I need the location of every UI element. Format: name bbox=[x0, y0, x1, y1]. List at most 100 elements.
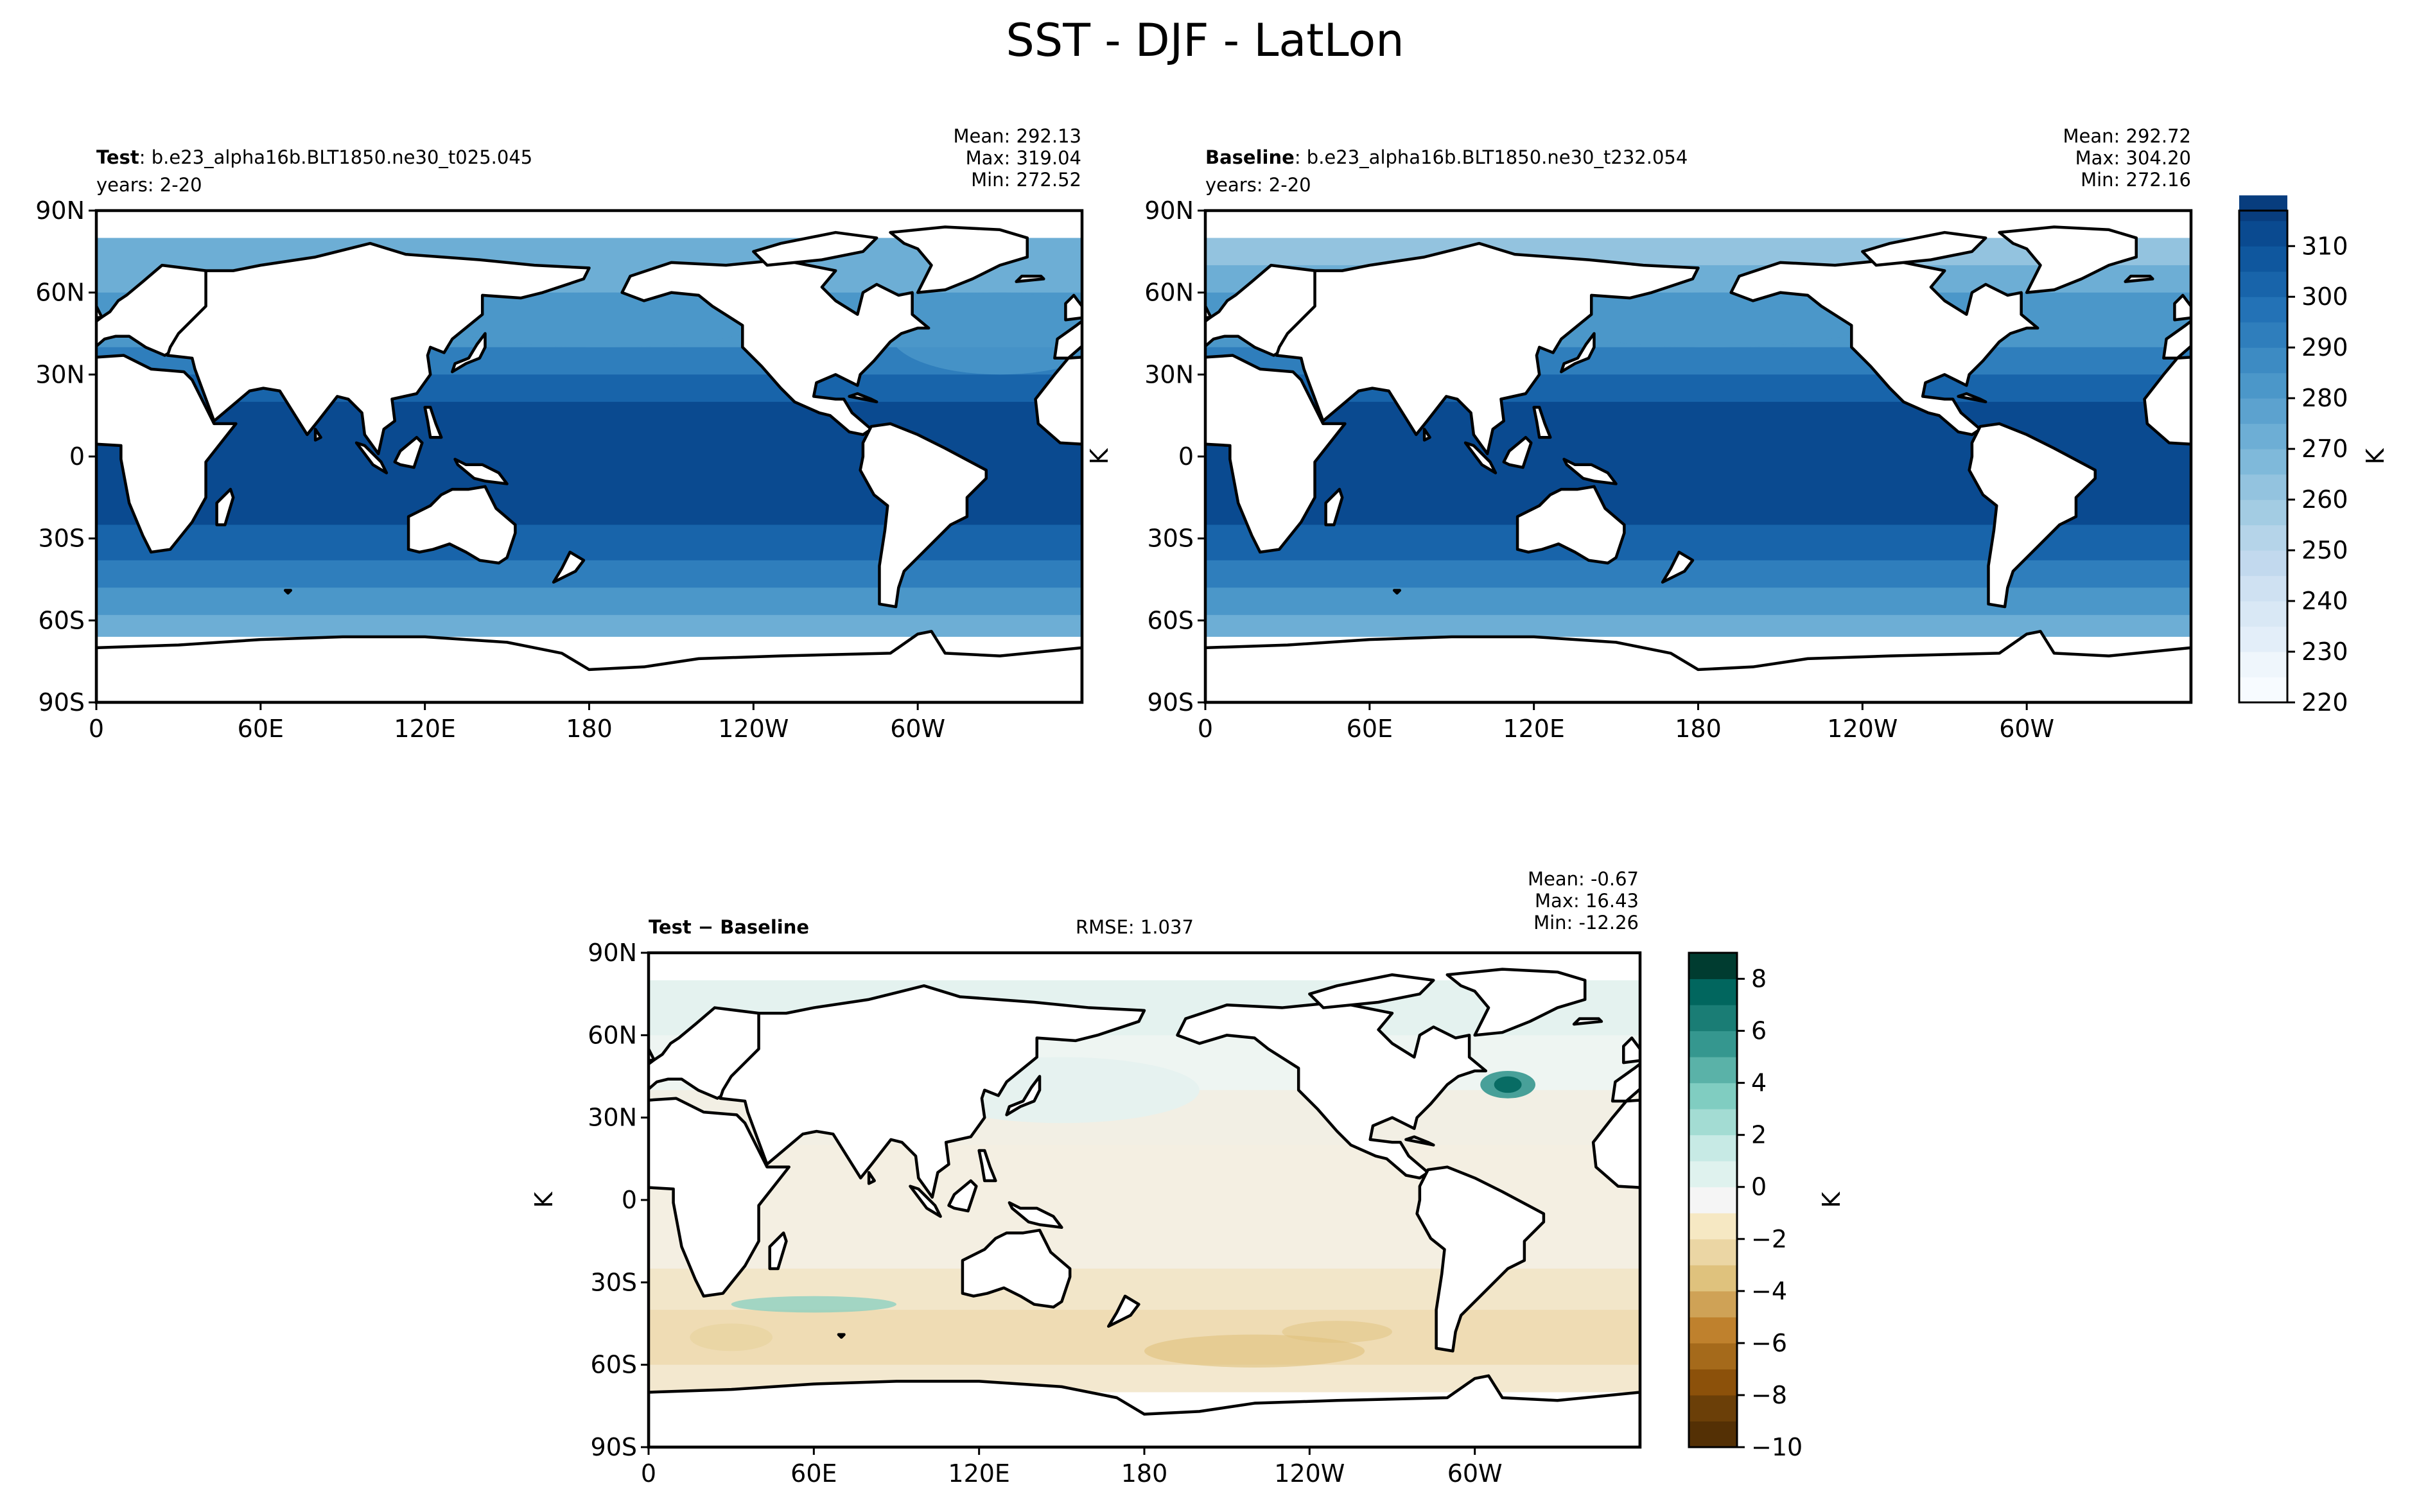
div-colorbar-segment-4 bbox=[1689, 1317, 1737, 1344]
land-sri-lanka-baseline-panel bbox=[1422, 428, 1431, 442]
diff-panel-map bbox=[647, 951, 2410, 1449]
baseline-panel-map bbox=[1203, 209, 2193, 704]
baseline-panel-band-1 bbox=[1205, 238, 2191, 266]
seq-colorbar-segment-6 bbox=[2239, 525, 2287, 551]
test-panel-xtick-label-5: 60W bbox=[890, 715, 945, 743]
seq-colorbar-tick-label-8: 300 bbox=[2301, 282, 2348, 311]
land-kerguelen-test-panel bbox=[1271, 591, 1277, 593]
land-north-america-test-panel bbox=[620, 258, 930, 437]
land-japan-diff-panel bbox=[1005, 1075, 1042, 1117]
div-colorbar-tick-label-8: 6 bbox=[1751, 1017, 1767, 1045]
land-sri-lanka-diff-panel bbox=[1860, 1172, 1866, 1183]
test-panel-ytick-label-2: 30N bbox=[35, 360, 85, 388]
land-asia-test-panel bbox=[166, 241, 591, 455]
div-colorbar-segment-12 bbox=[1689, 1109, 1737, 1136]
land-sumatra-diff-panel bbox=[1901, 1186, 1932, 1217]
land-uk-test-panel bbox=[1064, 293, 1082, 322]
div-colorbar-segment-16 bbox=[1689, 1005, 1737, 1032]
baseline-panel-xtick-label-2: 120E bbox=[1503, 715, 1565, 743]
div-colorbar-segment-0 bbox=[1689, 1421, 1737, 1448]
seq-colorbar-segment-4 bbox=[2239, 575, 2287, 602]
land-south-america-diff-panel bbox=[1415, 1165, 1546, 1353]
land-new-zealand-diff-panel bbox=[2100, 1296, 2130, 1326]
land-borneo-test-panel bbox=[393, 435, 424, 469]
seq-colorbar-segment-16 bbox=[2239, 271, 2287, 297]
div-colorbar-tick-label-9: 8 bbox=[1751, 965, 1767, 993]
div-colorbar-segment-17 bbox=[1689, 978, 1737, 1005]
land-cuba-diff-panel bbox=[1404, 1135, 1435, 1147]
land-europe-baseline-panel bbox=[2162, 319, 2191, 360]
land-antarctica-test-panel bbox=[1080, 646, 1082, 702]
land-iceland-test-panel bbox=[31, 276, 58, 282]
seq-colorbar-segment-15 bbox=[2239, 297, 2287, 323]
diff-panel-band-6 bbox=[649, 1310, 1640, 1366]
diff-label-b: Baseline bbox=[720, 916, 810, 938]
div-colorbar-segment-14 bbox=[1689, 1057, 1737, 1084]
div-colorbar-tick-label-0: −10 bbox=[1751, 1433, 1803, 1461]
land-japan-diff-panel bbox=[1998, 1077, 2031, 1115]
land-sumatra-diff-panel bbox=[909, 1185, 942, 1218]
div-colorbar-segment-10 bbox=[1689, 1161, 1737, 1188]
baseline-panel-band-6 bbox=[1205, 374, 2191, 403]
diff-panel-ytick-label-3: 0 bbox=[622, 1186, 637, 1214]
div-colorbar-segment-18 bbox=[1689, 953, 1737, 980]
land-antarctica-baseline-panel bbox=[1205, 630, 2191, 702]
land-africa-test-panel bbox=[96, 354, 238, 554]
div-colorbar-segment-8 bbox=[1689, 1213, 1737, 1240]
baseline-panel-frame bbox=[1203, 209, 2193, 704]
baseline-panel-band-4 bbox=[1205, 320, 2191, 348]
land-greenland-diff-panel bbox=[1445, 968, 1587, 1037]
seq-colorbar-tick-label-2: 240 bbox=[2301, 587, 2348, 615]
diff-panel-band-7 bbox=[649, 1364, 1640, 1393]
land-cuba-test-panel bbox=[848, 392, 878, 404]
land-north-america-diff-panel bbox=[2169, 1002, 2410, 1178]
test-panel-band-0 bbox=[96, 211, 1082, 239]
test-panel-ytick-label-0: 90N bbox=[35, 196, 85, 225]
div-colorbar-label: K bbox=[1817, 1191, 1846, 1208]
land-north-america-test-panel bbox=[1608, 260, 1915, 435]
div-colorbar-segment-7 bbox=[1689, 1238, 1737, 1265]
land-uk-baseline-panel bbox=[1205, 304, 1212, 320]
land-new-zealand-test-panel bbox=[1539, 552, 1569, 582]
land-iceland-test-panel bbox=[1015, 274, 1045, 283]
test-panel-band-10 bbox=[96, 587, 1082, 616]
test-years: years: 2-20 bbox=[96, 174, 202, 196]
diff-panel-band-8 bbox=[649, 1392, 1640, 1447]
diff-panel-region-5 bbox=[1282, 1321, 1392, 1343]
land-australia-test-panel bbox=[1394, 487, 1501, 563]
land-japan-test-panel bbox=[1438, 334, 1471, 372]
seq-colorbar-segment-12 bbox=[2239, 372, 2287, 399]
land-sri-lanka-test-panel bbox=[313, 428, 322, 442]
baseline-panel-ocean-layer bbox=[1205, 211, 2191, 702]
div-colorbar-tick-label-5: 0 bbox=[1751, 1173, 1767, 1201]
baseline-mean: Mean: 292.72 bbox=[2063, 125, 2191, 147]
baseline-panel-xtick-label-4: 120W bbox=[1827, 715, 1898, 743]
baseline-min: Min: 272.16 bbox=[2081, 169, 2191, 191]
baseline-panel-background bbox=[1205, 211, 2191, 702]
div-colorbar-segment-2 bbox=[1689, 1369, 1737, 1396]
land-europe-test-panel bbox=[1053, 319, 1082, 360]
land-africa-baseline-panel bbox=[2143, 356, 2191, 446]
land-australia-test-panel bbox=[406, 485, 517, 565]
land-south-america-test-panel bbox=[1846, 424, 1972, 607]
land-cuba-diff-panel bbox=[2397, 1137, 2410, 1145]
land-sri-lanka-test-panel bbox=[1301, 429, 1307, 440]
land-madagascar-baseline-panel bbox=[1324, 487, 1344, 526]
seq-colorbar-segment-17 bbox=[2239, 246, 2287, 272]
land-asia-baseline-panel bbox=[1275, 241, 1700, 455]
baseline-panel-ytick-label-4: 30S bbox=[1148, 525, 1194, 553]
test-panel-xtick-label-2: 120E bbox=[394, 715, 456, 743]
land-philippines-test-panel bbox=[1411, 407, 1428, 437]
baseline-label-rest: : b.e23_alpha16b.BLT1850.ne30_t232.054 bbox=[1294, 146, 1688, 168]
land-kerguelen-diff-panel bbox=[1830, 1335, 1836, 1337]
test-panel-band-3 bbox=[96, 292, 1082, 320]
land-borneo-diff-panel bbox=[1940, 1181, 1968, 1211]
diff-mean: Mean: -0.67 bbox=[1527, 868, 1639, 890]
diff-label-a: Test bbox=[649, 916, 692, 938]
baseline-panel-ytick-label-2: 30N bbox=[1144, 360, 1194, 388]
land-north-america-baseline-panel bbox=[1729, 258, 2039, 437]
seq-colorbar-tick-label-3: 250 bbox=[2301, 536, 2348, 564]
div-colorbar-frame bbox=[1688, 952, 1738, 1448]
land-madagascar-diff-panel bbox=[1761, 1233, 1778, 1269]
diff-panel-ytick-label-5: 60S bbox=[591, 1351, 637, 1379]
